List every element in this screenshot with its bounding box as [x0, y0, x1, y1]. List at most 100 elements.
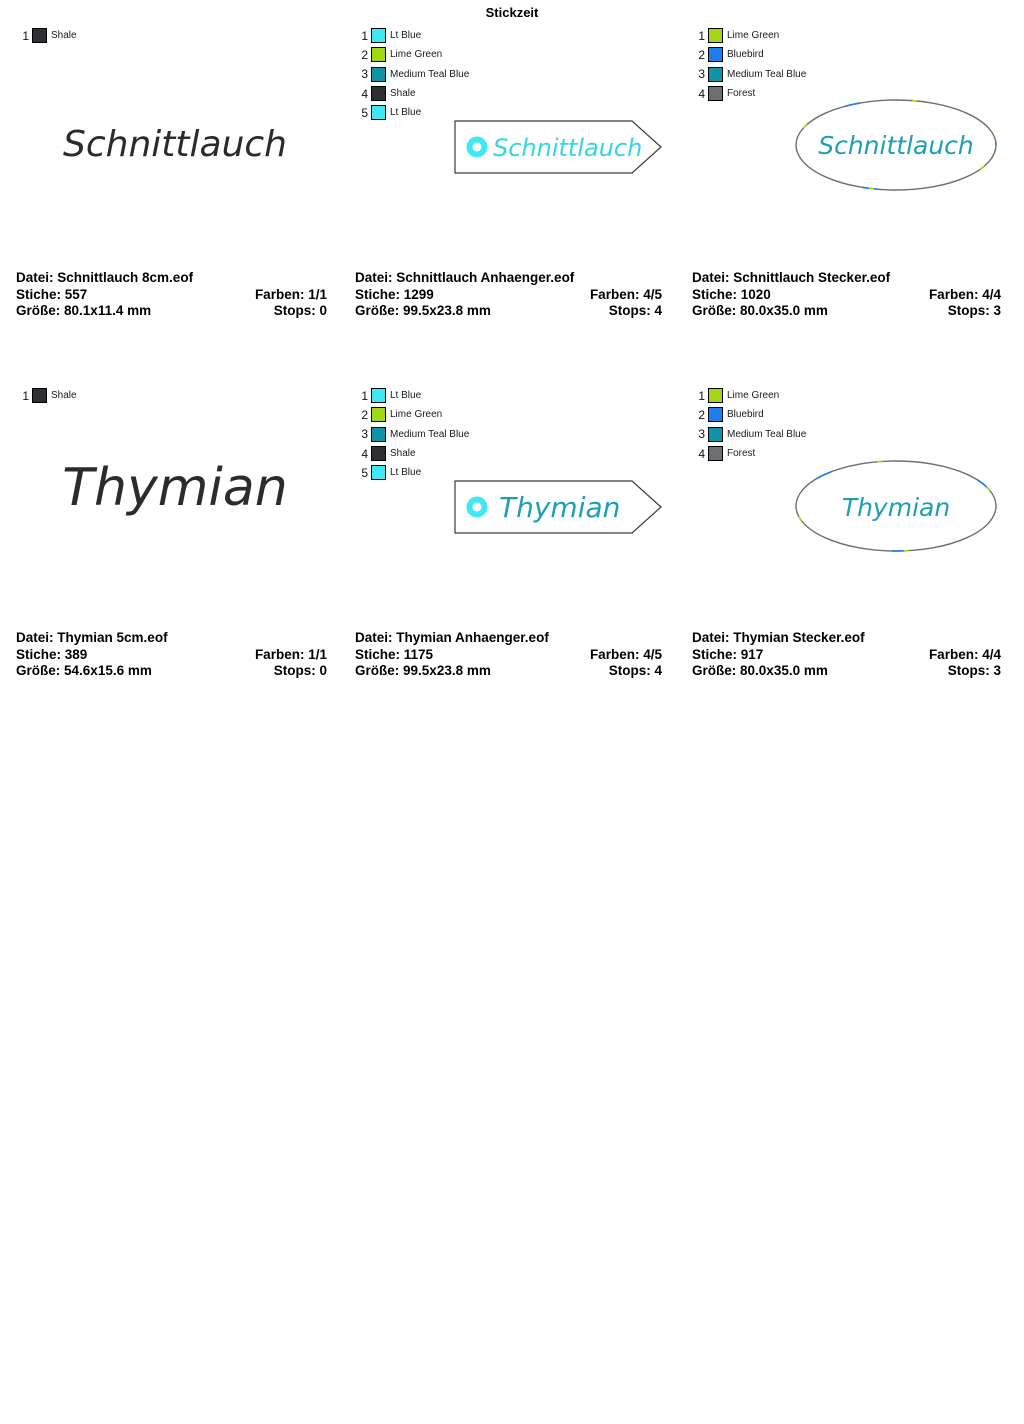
thread-color-swatch — [371, 105, 386, 121]
tag-outline — [454, 120, 662, 174]
stitch-count: 1299 — [403, 286, 434, 302]
design-card-thymian-5cm: 1 Shale Thymian Datei: Thymian 5cm.eof S… — [14, 386, 336, 698]
color-count-line: Farben: 1/1 — [255, 647, 327, 664]
size-line: Größe: 80.1x11.4 mm — [16, 303, 151, 320]
eyelet-icon — [466, 496, 488, 518]
thread-color-label: Shale — [390, 448, 416, 460]
thread-legend-item: 1 Lime Green — [694, 386, 806, 405]
thread-legend-item: 2 Lime Green — [357, 405, 469, 424]
thread-color-label: Shale — [51, 390, 77, 402]
color-count-line: Farben: 4/5 — [590, 287, 662, 304]
thread-color-label: Bluebird — [727, 409, 764, 421]
size-line: Größe: 99.5x23.8 mm — [355, 303, 491, 320]
color-count: 4/4 — [982, 286, 1001, 302]
stops-line: Stops: 0 — [274, 303, 327, 320]
thread-order-number: 4 — [361, 86, 368, 101]
thread-color-swatch — [371, 66, 386, 82]
thread-order-number: 2 — [698, 407, 705, 422]
color-count: 1/1 — [308, 646, 327, 662]
design-preview-text: Thymian — [62, 458, 288, 518]
thread-color-label: Forest — [727, 88, 756, 100]
thread-legend-item: 3 Medium Teal Blue — [357, 425, 469, 444]
stops-line: Stops: 3 — [948, 303, 1001, 320]
file-label: Datei: — [355, 630, 393, 645]
file-label: Datei: — [16, 630, 54, 645]
color-count: 4/5 — [643, 646, 662, 662]
thread-legend-item: 3 Medium Teal Blue — [694, 425, 806, 444]
thread-legend-item: 3 Medium Teal Blue — [694, 65, 806, 84]
file-label: Datei: — [692, 270, 730, 285]
thread-color-swatch — [708, 47, 723, 63]
file-name-line: Datei: Schnittlauch Anhaenger.eof — [355, 270, 662, 287]
file-label: Datei: — [355, 270, 393, 285]
thread-order-number: 5 — [361, 465, 368, 480]
design-card-thymian-stecker: 1 Lime Green 2 Bluebird 3 Medium Teal Bl… — [690, 386, 1010, 698]
thread-color-swatch — [32, 388, 47, 404]
oval-stitch-accent-blue — [795, 99, 997, 191]
thread-color-label: Forest — [727, 448, 756, 460]
size-label: Größe: — [355, 663, 400, 678]
file-name: Thymian Stecker.eof — [733, 630, 865, 645]
thread-legend: 1 Lime Green 2 Bluebird 3 Medium Teal Bl… — [694, 26, 806, 103]
stitch-count-line: Stiche: 1299 — [355, 287, 434, 304]
stops-count: 3 — [993, 663, 1001, 678]
stops-count: 3 — [993, 303, 1001, 318]
size-label: Größe: — [355, 303, 400, 318]
size-label: Größe: — [16, 303, 61, 318]
oval-stitch-accent-blue — [795, 460, 997, 552]
colors-label: Farben: — [928, 286, 979, 302]
thread-color-label: Bluebird — [727, 49, 764, 61]
file-name-line: Datei: Schnittlauch 8cm.eof — [16, 270, 327, 287]
thread-color-swatch — [371, 465, 386, 481]
size-value: 54.6x15.6 mm — [64, 663, 152, 678]
file-name-line: Datei: Thymian Anhaenger.eof — [355, 630, 662, 647]
thread-color-label: Lime Green — [390, 409, 443, 421]
file-name: Thymian 5cm.eof — [57, 630, 168, 645]
thread-legend-item: 4 Forest — [694, 84, 806, 103]
thread-legend: 1 Shale — [18, 386, 77, 405]
thread-order-number: 4 — [698, 446, 705, 461]
file-name: Schnittlauch Stecker.eof — [733, 270, 891, 285]
stitches-label: Stiche: — [16, 286, 62, 302]
design-preview-tag: Schnittlauch — [454, 120, 662, 174]
color-count-line: Farben: 4/4 — [929, 647, 1001, 664]
thread-color-swatch — [708, 407, 723, 423]
stops-count: 0 — [319, 663, 327, 678]
stitch-count-line: Stiche: 1175 — [355, 647, 433, 664]
color-count-line: Farben: 1/1 — [255, 287, 327, 304]
stitch-count: 557 — [64, 286, 88, 302]
thread-legend-item: 3 Medium Teal Blue — [357, 65, 469, 84]
stitch-count: 1175 — [403, 646, 434, 662]
thread-color-swatch — [32, 28, 47, 44]
thread-color-label: Lime Green — [727, 30, 780, 42]
stitches-label: Stiche: — [355, 286, 401, 302]
file-label: Datei: — [692, 630, 730, 645]
thread-legend-item: 2 Bluebird — [694, 405, 806, 424]
tag-text: Schnittlauch — [493, 134, 642, 162]
thread-color-label: Medium Teal Blue — [727, 68, 807, 80]
thread-legend-item: 1 Lt Blue — [357, 386, 469, 405]
file-name-line: Datei: Thymian Stecker.eof — [692, 630, 1001, 647]
thread-order-number: 5 — [361, 105, 368, 120]
file-info: Datei: Thymian Stecker.eof Stiche: 917 F… — [692, 630, 1001, 680]
stitches-label: Stiche: — [692, 646, 738, 662]
file-info: Datei: Schnittlauch Anhaenger.eof Stiche… — [355, 270, 662, 320]
thread-legend: 1 Lt Blue 2 Lime Green 3 Medium Teal Blu… — [357, 26, 469, 122]
thread-order-number: 1 — [361, 388, 368, 403]
thread-color-swatch — [708, 86, 723, 102]
page-title: Stickzeit — [485, 5, 539, 20]
stops-line: Stops: 0 — [274, 663, 327, 680]
stops-label: Stops: — [608, 663, 651, 678]
color-count: 1/1 — [308, 286, 327, 302]
colors-label: Farben: — [589, 646, 640, 662]
stops-line: Stops: 4 — [609, 663, 662, 680]
thread-color-label: Medium Teal Blue — [727, 428, 807, 440]
thread-order-number: 3 — [361, 427, 368, 442]
thread-legend-item: 2 Bluebird — [694, 45, 806, 64]
thread-legend-item: 4 Forest — [694, 444, 806, 463]
design-preview-oval: Thymian — [795, 460, 997, 552]
thread-color-swatch — [371, 388, 386, 404]
stops-count: 4 — [654, 303, 662, 318]
size-value: 80.0x35.0 mm — [740, 663, 828, 678]
